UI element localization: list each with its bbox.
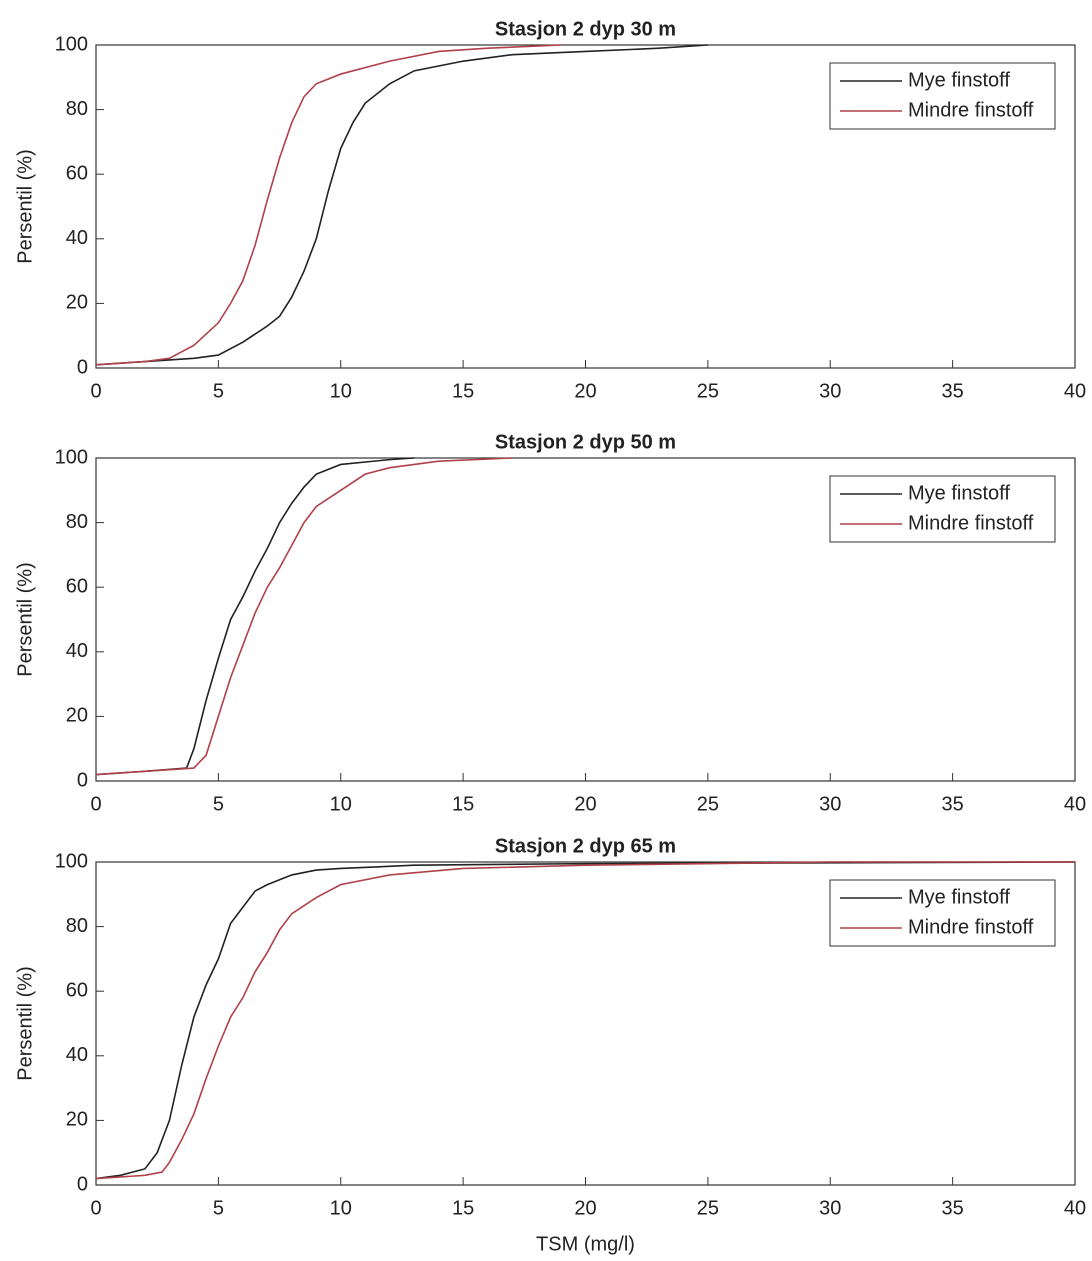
data-line — [95, 457, 513, 776]
legend-label: Mye finstoff — [908, 69, 1010, 91]
x-tick-label: 30 — [819, 793, 841, 815]
data-line — [95, 861, 1075, 1180]
y-tick-label: 20 — [66, 292, 88, 314]
x-tick-label: 20 — [574, 793, 596, 815]
x-tick-label: 40 — [1064, 1197, 1086, 1219]
y-axis-label: Persentil (%) — [14, 966, 36, 1080]
x-tick-label: 10 — [330, 380, 352, 402]
data-line — [95, 861, 1076, 1180]
x-tick-label: 5 — [213, 793, 224, 815]
y-tick-label: 0 — [77, 1173, 88, 1195]
x-tick-label: 30 — [819, 380, 841, 402]
x-tick-label: 15 — [452, 1197, 474, 1219]
x-tick-label: 15 — [452, 793, 474, 815]
x-tick-label: 35 — [942, 380, 964, 402]
y-tick-label: 20 — [66, 705, 88, 727]
y-tick-label: 100 — [55, 33, 88, 55]
y-axis-label: Persentil (%) — [14, 149, 36, 263]
data-line — [95, 44, 708, 366]
y-tick-label: 80 — [66, 98, 88, 120]
y-tick-label: 40 — [66, 1044, 88, 1066]
x-tick-label: 10 — [330, 1197, 352, 1219]
x-tick-label: 5 — [213, 1197, 224, 1219]
x-tick-label: 5 — [213, 380, 224, 402]
x-tick-label: 10 — [330, 793, 352, 815]
x-tick-label: 25 — [697, 1197, 719, 1219]
data-line — [95, 457, 415, 776]
y-tick-label: 60 — [66, 979, 88, 1001]
x-tick-label: 0 — [90, 793, 101, 815]
y-tick-label: 0 — [77, 356, 88, 378]
legend-label: Mindre finstoff — [908, 512, 1034, 534]
y-tick-label: 80 — [66, 915, 88, 937]
x-tick-label: 30 — [819, 1197, 841, 1219]
y-tick-label: 60 — [66, 162, 88, 184]
y-tick-label: 80 — [66, 511, 88, 533]
x-tick-label: 0 — [90, 1197, 101, 1219]
y-tick-label: 40 — [66, 640, 88, 662]
x-tick-label: 40 — [1064, 793, 1086, 815]
x-axis-label: TSM (mg/l) — [536, 1233, 635, 1255]
y-axis-label: Persentil (%) — [14, 562, 36, 676]
chart-title: Stasjon 2 dyp 50 m — [495, 431, 676, 453]
y-tick-label: 100 — [55, 850, 88, 872]
y-tick-label: 100 — [55, 446, 88, 468]
x-tick-label: 35 — [942, 1197, 964, 1219]
y-tick-label: 40 — [66, 227, 88, 249]
legend-box — [829, 475, 1056, 543]
x-tick-label: 40 — [1064, 380, 1086, 402]
x-tick-label: 20 — [574, 380, 596, 402]
data-line — [95, 44, 562, 366]
y-tick-label: 60 — [66, 575, 88, 597]
chart-title: Stasjon 2 dyp 65 m — [495, 835, 676, 857]
x-tick-label: 25 — [697, 793, 719, 815]
legend-label: Mye finstoff — [908, 886, 1010, 908]
legend-label: Mye finstoff — [908, 482, 1010, 504]
y-tick-label: 20 — [66, 1109, 88, 1131]
y-tick-label: 0 — [77, 769, 88, 791]
legend-box — [829, 62, 1056, 130]
legend-label: Mindre finstoff — [908, 916, 1034, 938]
legend-box — [829, 879, 1056, 947]
x-tick-label: 15 — [452, 380, 474, 402]
x-tick-label: 0 — [90, 380, 101, 402]
x-tick-label: 25 — [697, 380, 719, 402]
x-tick-label: 20 — [574, 1197, 596, 1219]
chart-title: Stasjon 2 dyp 30 m — [495, 18, 676, 40]
legend-label: Mindre finstoff — [908, 99, 1034, 121]
x-tick-label: 35 — [942, 793, 964, 815]
